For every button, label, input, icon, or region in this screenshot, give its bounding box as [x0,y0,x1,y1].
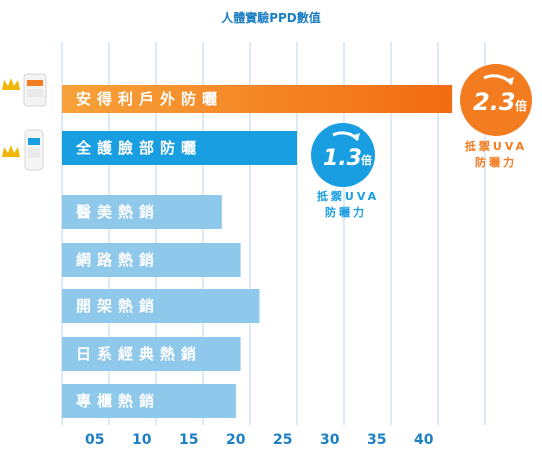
bar [62,337,241,371]
bar [62,243,241,277]
bar-label: 專櫃熱銷 [76,392,160,410]
x-tick-label: 35 [367,432,386,448]
annotation-line2: 防曬力 [325,205,367,219]
x-tick-label: 30 [320,432,340,448]
x-tick-label: 15 [179,432,198,448]
bar-label: 開架熱銷 [76,297,160,315]
x-tick-label: 25 [273,432,292,448]
bar-label: 全護臉部防曬 [75,139,202,157]
annotation-line1: 抵禦UVA [465,139,527,153]
sunscreen-bottle-icon [23,73,47,107]
annotation-line2: 防曬力 [475,155,517,169]
crown-icon [2,78,20,90]
bar-label: 網路熱銷 [76,251,160,269]
annotation-unit: 倍 [361,153,372,167]
bar [62,131,297,165]
bar-label: 醫美熱銷 [76,203,160,221]
chart-title: 人體實驗PPD數值 [221,10,321,25]
bar [62,85,453,113]
x-tick-label: 40 [414,432,434,448]
sunscreen-tube-icon [24,129,44,171]
annotation-line1: 抵禦UVA [317,189,379,203]
x-tick-labels: 05 10 15 20 25 30 35 40 [85,432,434,448]
x-tick-label: 05 [85,432,104,448]
product-icons [2,73,47,171]
x-tick-label: 10 [132,432,152,448]
x-tick-label: 20 [226,432,246,448]
annotation-unit: 倍 [515,98,527,113]
bar [62,384,236,418]
annotation-orange: 2.3 倍 抵禦UVA 防曬力 [460,64,532,169]
bar [62,289,260,323]
crown-icon [2,145,20,157]
annotation-value: 2.3 [473,88,516,116]
annotation-value: 1.3 [323,146,362,171]
bar-label: 安得利戶外防曬 [76,90,223,108]
bar [62,195,222,229]
annotation-blue: 1.3 倍 抵禦UVA 防曬力 [311,123,379,219]
bar-label: 日系經典熱銷 [76,345,202,363]
